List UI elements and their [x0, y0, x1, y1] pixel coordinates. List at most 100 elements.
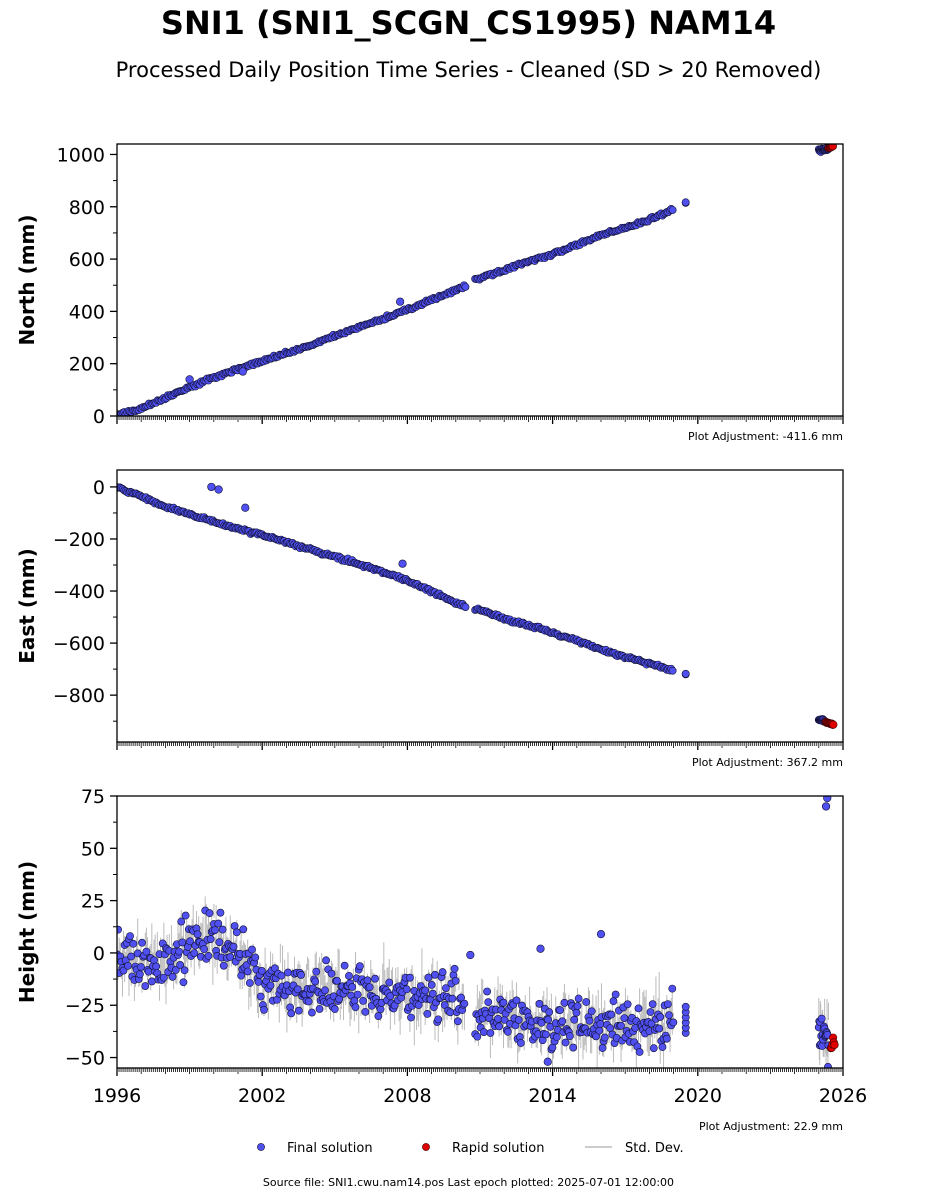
final-solution-point [438, 968, 447, 976]
final-solution-point [251, 953, 260, 962]
final-solution-point [558, 1017, 567, 1026]
final-solution-point [655, 1024, 664, 1033]
final-solution-point [266, 981, 275, 990]
final-solution-point [147, 977, 156, 986]
final-solution-point [315, 1005, 324, 1013]
panel-north: 0 200 400 600 800 1000 North (mm) Plot Adjustme… [15, 143, 844, 443]
final-solution-point [402, 985, 411, 994]
x-tick-label: 2014 [528, 1085, 576, 1107]
final-solution-outlier [238, 367, 247, 376]
final-solution-point [287, 1009, 296, 1018]
final-solution-point [681, 198, 690, 207]
final-solution-point [406, 973, 414, 982]
final-solution-point [327, 969, 336, 978]
rapid-solution-point [830, 1040, 839, 1050]
final-solution-point [649, 1044, 658, 1053]
panel-height: 75 50 25 0 −25 −50 1996 2002 2008 2014 2020 2026 Hei… [15, 786, 867, 1133]
final-solution-point [457, 993, 466, 1002]
x-tick-label: 2008 [383, 1085, 431, 1107]
final-solution-point [376, 1005, 385, 1014]
final-solution-point [681, 1002, 690, 1011]
final-solution-outlier [466, 950, 475, 960]
final-solution-point [141, 982, 150, 990]
final-solution-point [544, 1015, 553, 1024]
final-solution-point [363, 976, 372, 985]
final-solution-point [503, 1027, 512, 1036]
data-points [117, 796, 839, 1068]
final-solution-point [353, 990, 362, 999]
y-tick-label: −600 [53, 633, 105, 655]
y-tick-label: −400 [53, 581, 105, 603]
final-solution-point [312, 967, 321, 976]
final-solution-point [254, 977, 263, 986]
final-solution-point [321, 986, 329, 995]
final-solution-point [598, 1044, 607, 1052]
final-solution-point [193, 930, 202, 939]
final-solution-point [681, 669, 690, 678]
final-solution-point [284, 968, 292, 977]
final-solution-outlier [185, 375, 194, 384]
final-solution-point [205, 909, 214, 918]
final-solution-point [668, 206, 677, 214]
final-solution-point [434, 1015, 443, 1024]
final-solution-point [237, 971, 246, 980]
y-tick-label: 25 [81, 891, 105, 913]
x-tick-label: 1996 [93, 1085, 141, 1107]
final-solution-point [322, 956, 330, 965]
x-tick-label: 2002 [238, 1085, 286, 1107]
final-solution-point [138, 938, 146, 947]
final-solution-point [239, 925, 248, 934]
final-solution-point [617, 1021, 625, 1030]
x-tick-label: 2020 [674, 1085, 722, 1107]
final-solution-point [351, 1003, 360, 1012]
final-solution-point [414, 1001, 423, 1009]
final-solution-point [293, 985, 302, 994]
x-tick-label: 2026 [819, 1085, 867, 1107]
final-solution-point [211, 926, 219, 935]
final-solution-point [152, 962, 161, 971]
final-solution-point [355, 962, 364, 971]
final-solution-point [570, 1015, 579, 1024]
final-solution-point [545, 1008, 554, 1017]
final-solution-point [473, 1032, 482, 1041]
final-solution-point [428, 989, 437, 998]
final-solution-point [361, 1007, 370, 1016]
final-solution-point [542, 1030, 550, 1039]
final-solution-point [374, 1012, 383, 1020]
final-solution-point [574, 994, 583, 1003]
y-tick-label: −800 [53, 685, 105, 707]
final-solution-point [450, 964, 459, 973]
final-solution-point [424, 973, 433, 982]
final-solution-point [600, 1033, 609, 1042]
final-solution-point [218, 925, 227, 934]
final-solution-point [609, 997, 618, 1006]
final-solution-point [260, 1005, 268, 1014]
final-solution-outlier [241, 503, 250, 512]
final-solution-point [175, 947, 183, 956]
final-solution-point [431, 970, 439, 979]
final-solution-point [248, 945, 256, 954]
final-solution-point [126, 932, 134, 941]
final-solution-point [177, 917, 186, 926]
final-solution-point [569, 1043, 578, 1052]
final-solution-point [484, 998, 493, 1007]
final-solution-point [634, 1004, 643, 1013]
final-solution-point [514, 1016, 523, 1024]
final-solution-point [552, 1033, 561, 1041]
final-solution-point [461, 282, 470, 291]
y-tick-label: −200 [53, 529, 105, 551]
final-solution-point [546, 1022, 555, 1031]
final-solution-outlier [396, 297, 405, 306]
final-solution-point [200, 945, 209, 954]
y-axis-label: East (mm) [15, 548, 39, 664]
final-solution-point [460, 999, 469, 1008]
final-solution-point [171, 966, 180, 974]
final-solution-point [495, 1022, 504, 1031]
final-solution-point [658, 1043, 667, 1051]
final-solution-point [308, 1008, 316, 1017]
final-solution-point [453, 1017, 462, 1026]
final-solution-point [215, 938, 224, 947]
final-solution-point [340, 961, 349, 970]
final-solution-point [620, 1014, 629, 1022]
